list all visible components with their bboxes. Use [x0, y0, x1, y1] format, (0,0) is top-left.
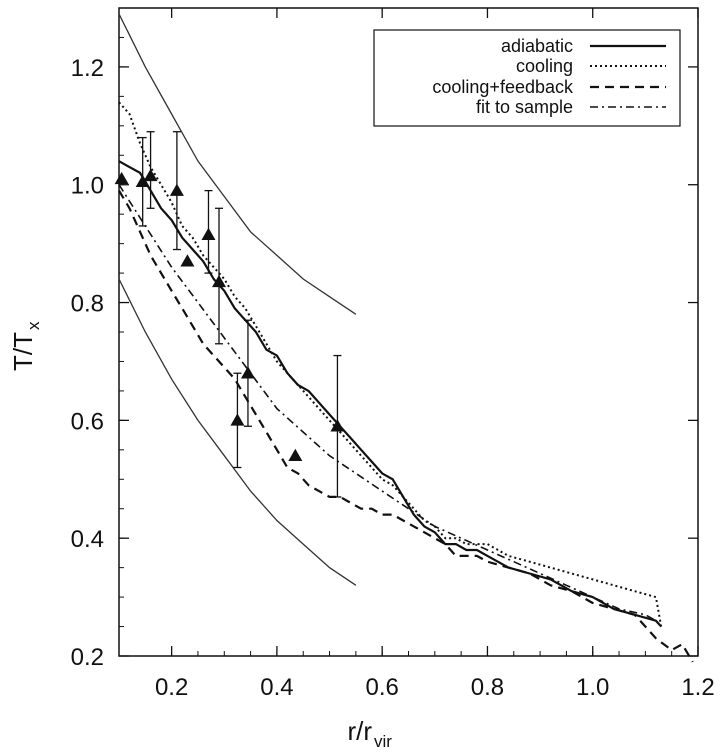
series-line-fit-to-sample — [118, 184, 657, 622]
legend-label-cooling: cooling — [516, 56, 573, 76]
data-point-0 — [114, 171, 129, 185]
y-axis-label: T/T — [8, 332, 38, 371]
data-point-4 — [180, 254, 195, 267]
x-axis-label: r/r — [347, 716, 372, 746]
data-point-9 — [288, 448, 303, 461]
y-tick-label-4: 1.0 — [71, 173, 104, 200]
x-tick-label-4: 1.0 — [576, 674, 609, 701]
data-point-3 — [169, 183, 184, 196]
x-tick-label-0: 0.2 — [155, 674, 188, 701]
y-tick-label-3: 0.8 — [71, 291, 104, 318]
x-tick-label-2: 0.6 — [365, 674, 398, 701]
legend-label-fit-to-sample: fit to sample — [476, 97, 573, 117]
envelope-curve-upper — [118, 13, 357, 315]
y-tick-label-0: 0.2 — [71, 644, 104, 671]
x-axis-label-subscript: vir — [374, 732, 392, 751]
data-point-10 — [330, 419, 345, 432]
envelope-curves — [118, 13, 357, 586]
x-tick-label-5: 1.2 — [681, 674, 714, 701]
y-tick-label-1: 0.4 — [71, 526, 104, 553]
legend-label-adiabatic: adiabatic — [501, 36, 573, 56]
data-point-5 — [201, 227, 216, 241]
data-point-1 — [135, 174, 150, 188]
x-tick-label-1: 0.4 — [260, 674, 293, 701]
envelope-curve-lower — [118, 278, 357, 586]
data-point-7 — [230, 413, 245, 426]
x-tick-label-3: 0.8 — [471, 674, 504, 701]
legend-label-cooling-feedback: cooling+feedback — [432, 77, 574, 97]
legend: adiabatic cooling cooling+feedback fit t… — [373, 29, 681, 127]
y-axis-label-subscript: x — [24, 321, 43, 330]
y-tick-label-5: 1.2 — [71, 55, 104, 82]
axis-ticks: 0.2 0.4 0.6 0.8 1.0 1.2 0.2 0.4 0.6 0.8 1.0 1.2 — [71, 8, 715, 701]
observed-data-points — [114, 131, 345, 498]
data-point-6 — [212, 274, 227, 288]
series-line-cooling — [118, 101, 663, 627]
series-line-cooling-feedback — [118, 190, 694, 663]
data-point-8 — [240, 366, 255, 379]
series-lines — [118, 101, 694, 663]
data-point-2 — [143, 168, 158, 182]
y-tick-label-2: 0.6 — [71, 408, 104, 435]
